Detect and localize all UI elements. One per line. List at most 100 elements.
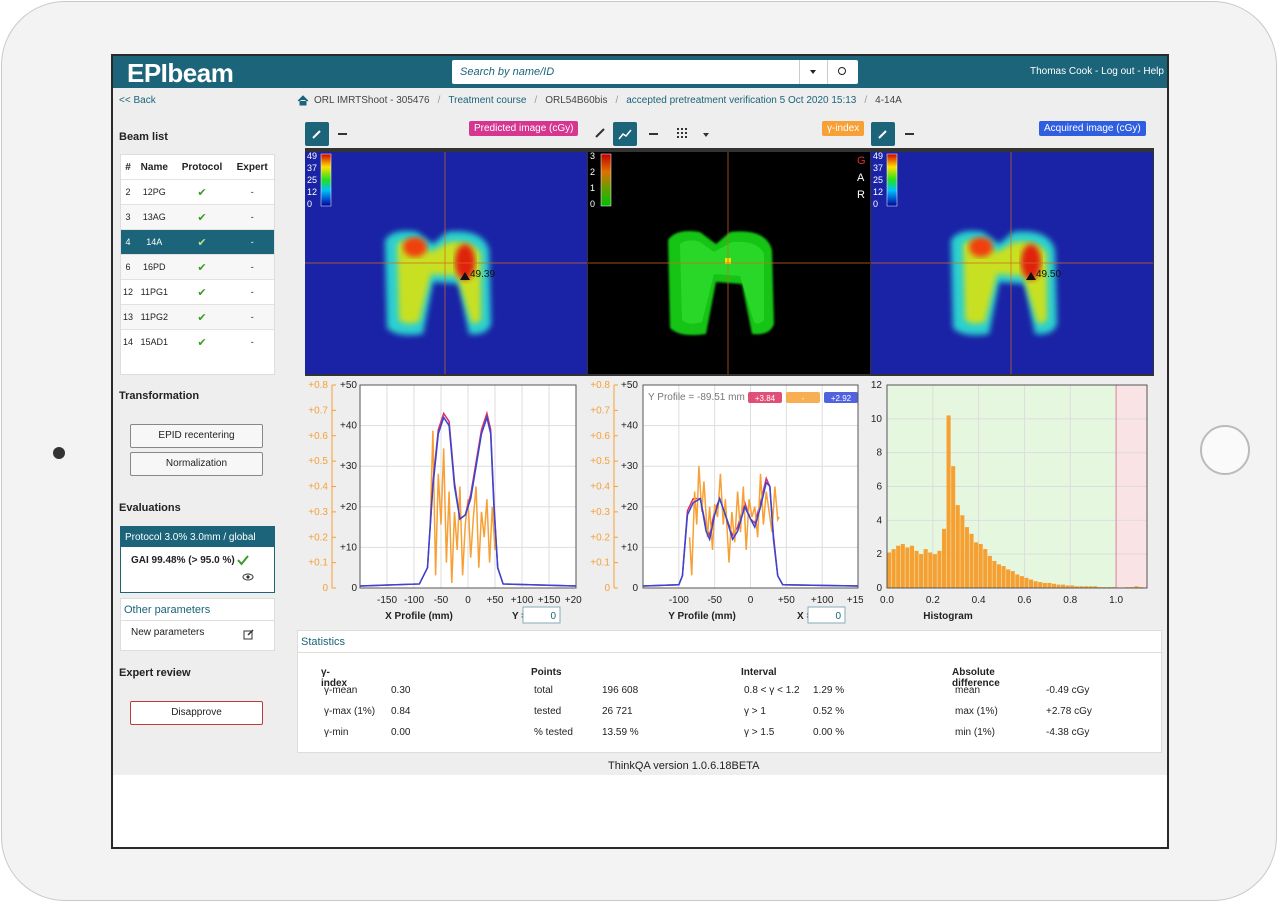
legend-entry: +3.84 <box>755 394 776 403</box>
x-tick-label: +150 <box>538 595 561 606</box>
cursor-input[interactable] <box>807 606 846 624</box>
y-tick-label: +30 <box>621 461 638 472</box>
beam-row[interactable]: 12 11PG1 ✔ - <box>121 279 274 305</box>
histogram-bar <box>969 533 974 588</box>
edit-icon[interactable] <box>243 629 254 640</box>
profile-tool[interactable] <box>613 122 637 146</box>
beam-row[interactable]: 14 15AD1 ✔ - <box>121 329 274 354</box>
back-link[interactable]: << Back <box>119 95 156 106</box>
app-logo[interactable]: EPIbeam <box>127 58 234 88</box>
search-placeholder: Search by name/ID <box>460 66 555 78</box>
histogram-bar <box>951 466 956 588</box>
beam-row[interactable]: 4 14A ✔ - <box>121 229 274 255</box>
breadcrumb: ORL IMRTShoot - 305476 / Treatment course /… <box>314 95 902 106</box>
line-chart[interactable]: -100 -50 0 +50 +100 +150 0 +10 +20 +30 +40 +50 0 +0.1… <box>583 378 863 625</box>
point-value: 49.50 <box>1036 269 1061 280</box>
y2-tick-label: +0.4 <box>308 482 328 493</box>
stat-section-title: γ-index <box>321 667 348 689</box>
stat-label: γ-min <box>324 727 349 738</box>
button[interactable]: Normalization <box>130 452 263 476</box>
histogram-bar <box>937 550 942 588</box>
other-parameters[interactable]: Other parameters <box>124 604 211 616</box>
x-tick-label: 1.0 <box>1109 595 1123 606</box>
beam-row[interactable]: 2 12PG ✔ - <box>121 179 274 205</box>
search-box[interactable]: Search by name/ID <box>452 60 858 84</box>
ruler-tool[interactable] <box>649 133 658 135</box>
dropdown-caret[interactable] <box>810 70 816 74</box>
legend-badge <box>824 392 858 403</box>
y2-tick-label: +0.6 <box>590 431 610 442</box>
beam-cell: 11PG1 <box>140 287 168 297</box>
histogram-bar <box>1038 582 1043 588</box>
stat-label: γ-max (1%) <box>324 706 376 717</box>
beam-cell: - <box>250 262 254 272</box>
histogram-bar <box>1088 586 1093 588</box>
pencil-tool[interactable] <box>305 122 329 146</box>
stat-value: 26 721 <box>602 706 633 717</box>
dropdown-caret[interactable] <box>703 133 709 137</box>
ruler-tool[interactable] <box>905 133 914 135</box>
point-value: 49.39 <box>470 269 495 280</box>
histogram-bar <box>978 544 983 588</box>
x-tick-label: -150 <box>377 595 397 606</box>
crumb[interactable]: accepted pretreatment verification 5 Oct… <box>626 95 857 106</box>
image-panels[interactable]: 49.39 49 37 25 12 0 3 2 1 0 GAR 49.50 49 37 25 12 0 <box>305 148 1154 376</box>
colorbar-tick: 3 <box>590 151 595 161</box>
beam-cell: - <box>250 312 254 322</box>
x-tick-label: +150 <box>847 595 863 606</box>
beam-list: # Name Protocol Expert 2 12PG ✔ -3 13AG ✔ -4 14A ✔ -6… <box>120 154 275 375</box>
cursor-input[interactable] <box>522 606 561 624</box>
beam-cell: - <box>250 212 254 222</box>
stat-label: max (1%) <box>955 706 998 717</box>
stat-value: 0.84 <box>391 706 411 717</box>
stat-label: min (1%) <box>955 727 996 738</box>
separator: / <box>864 95 868 106</box>
column-header: # <box>125 161 131 173</box>
button[interactable]: EPID recentering <box>130 424 263 448</box>
y-tick-label: 0 <box>351 583 357 594</box>
point-marker <box>460 272 470 280</box>
crumb[interactable]: Treatment course <box>448 95 527 106</box>
histogram-bar <box>900 544 905 588</box>
evaluation-card[interactable]: Protocol 3.0% 3.0mm / global GAI 99.48% … <box>120 526 275 593</box>
y-tick-label: 2 <box>876 549 882 560</box>
search-icon[interactable] <box>838 67 846 75</box>
histogram-chart[interactable]: 0.0 0.2 0.4 0.6 0.8 1.0 0 2 4 6 8 10 12 Histogram <box>860 378 1156 625</box>
line-chart[interactable]: -150 -100 -50 0 +50 +100 +150 +200 0 +10 +20 +30 +40… <box>300 378 582 625</box>
stat-value: 196 608 <box>602 685 639 696</box>
x-axis-label: X Profile (mm) <box>385 611 453 622</box>
stat-section-title: Points <box>531 667 562 678</box>
colorbar-tick: 2 <box>590 167 595 177</box>
user-menu[interactable]: Thomas Cook - Log out - Help <box>1030 66 1164 77</box>
y2-tick-label: +0.2 <box>590 532 610 543</box>
y-tick-label: +20 <box>621 502 638 513</box>
y2-tick-label: +0.4 <box>590 482 610 493</box>
x-tick-label: +50 <box>778 595 795 606</box>
new-parameters[interactable]: New parameters <box>131 627 205 638</box>
histogram-bar <box>905 547 910 588</box>
home-button[interactable] <box>1200 425 1250 475</box>
grid-tool[interactable] <box>677 128 687 138</box>
predicted-panel: 49.39 49 37 25 12 0 <box>305 151 587 374</box>
beam-row[interactable]: 13 11PG2 ✔ - <box>121 304 274 330</box>
beam-cell: 12PG <box>142 187 166 197</box>
dose-hot <box>403 237 427 257</box>
pencil-tool[interactable] <box>871 122 895 146</box>
disapprove-button[interactable]: Disapprove <box>130 701 263 725</box>
colorbar-tick: 25 <box>873 175 883 185</box>
x-tick-label: -50 <box>707 595 722 606</box>
plot-frame <box>886 384 1148 589</box>
pencil-tool[interactable] <box>594 127 606 139</box>
beam-row[interactable]: 3 13AG ✔ - <box>121 204 274 230</box>
x-tick-label: +100 <box>511 595 534 606</box>
stat-label: γ > 1.5 <box>744 727 775 738</box>
section-title: Evaluations <box>119 502 181 514</box>
beam-row[interactable]: 6 16PD ✔ - <box>121 254 274 280</box>
beam-cell: 11PG2 <box>140 312 168 322</box>
ruler-tool[interactable] <box>338 133 347 135</box>
beam-cell: ✔ <box>197 311 207 324</box>
home-icon[interactable] <box>297 95 309 106</box>
y-tick-label: +40 <box>621 421 638 432</box>
eye-icon[interactable] <box>242 572 254 582</box>
beam-cell: 14 <box>123 337 134 347</box>
